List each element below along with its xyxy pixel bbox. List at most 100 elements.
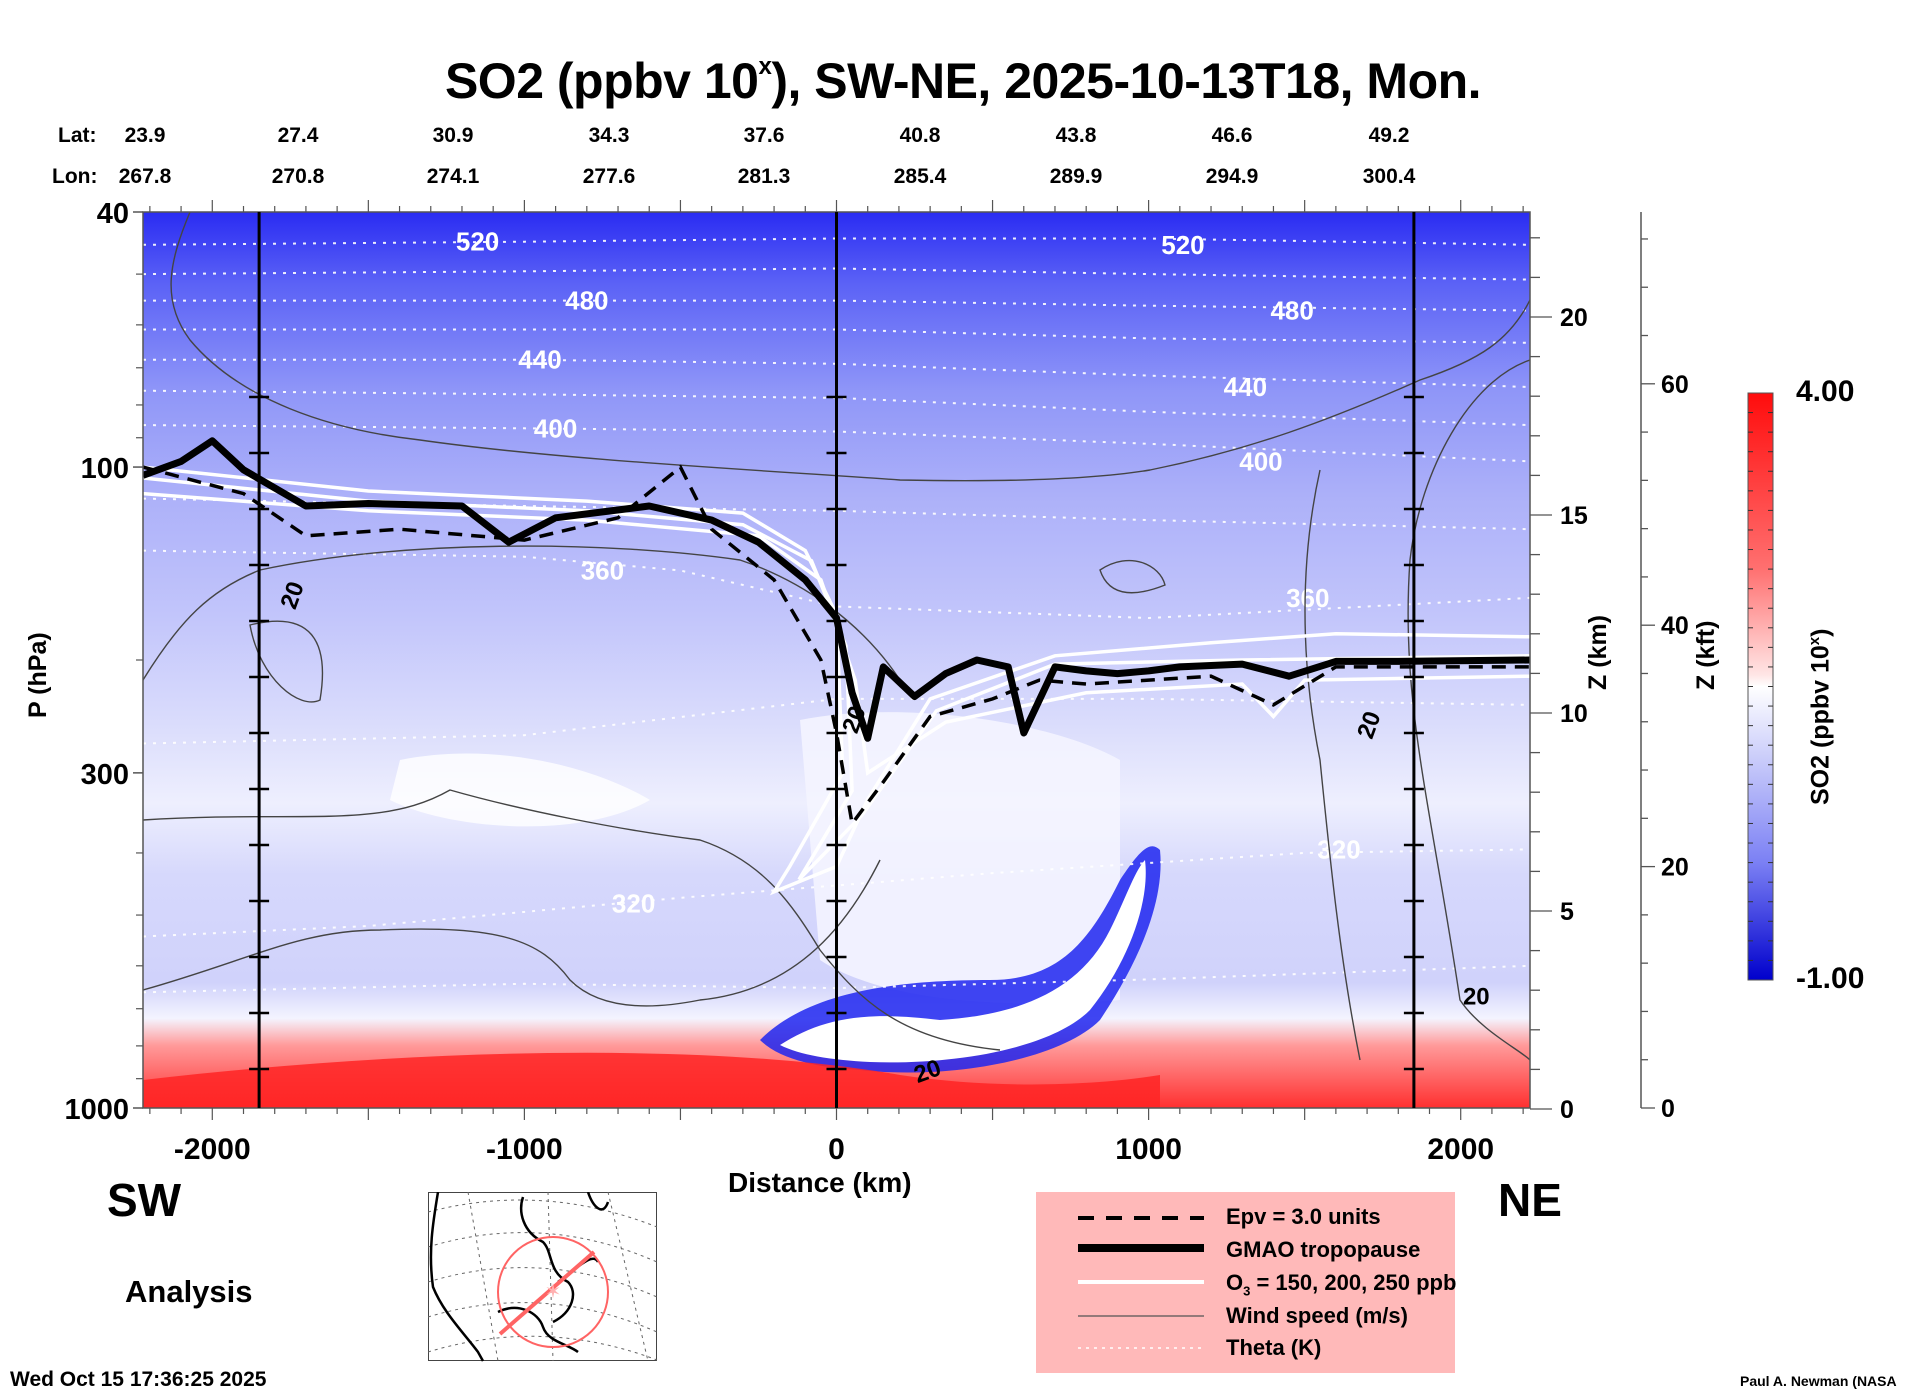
legend-tropopause-label: GMAO tropopause [1226, 1237, 1421, 1262]
wind-contour [1407, 359, 1530, 1061]
theta-label: 320 [612, 889, 655, 919]
theta-contour [143, 848, 1530, 938]
colorbar-label-end: ) [1806, 628, 1835, 637]
wind-contour [143, 859, 881, 1007]
legend-theta-line [1078, 1347, 1204, 1349]
wind-contour [249, 620, 324, 703]
lat-value: 23.9 [124, 124, 166, 147]
theta-contour [143, 267, 1530, 281]
map-graticule [428, 1192, 658, 1362]
legend-wind-label: Wind speed (m/s) [1226, 1303, 1408, 1328]
y-tick-label: 40 [97, 198, 129, 230]
lon-value: 274.1 [426, 165, 480, 188]
y-axis-label: P (hPa) [24, 632, 52, 718]
colorbar-label: SO2 (ppbv 10x) [1806, 629, 1835, 805]
tropopause-path [143, 437, 1530, 742]
x-tick-label: 2000 [1427, 1133, 1494, 1166]
colorbar-min-label: -1.00 [1796, 962, 1865, 995]
theta-label: 400 [534, 413, 577, 443]
ozone-rest: = 150, 200, 250 ppb [1250, 1270, 1457, 1295]
x-tick-label: 1000 [1115, 1133, 1182, 1166]
x-tick-label: -1000 [486, 1133, 563, 1166]
ne-direction-label: NE [1498, 1174, 1562, 1226]
lat-value: 37.6 [743, 124, 785, 147]
colorbar-max-label: 4.00 [1796, 375, 1855, 408]
theta-label: 520 [456, 227, 499, 257]
epv-line [143, 464, 1530, 828]
z-kft-tick-label: 0 [1661, 1095, 1675, 1123]
y-tick-label: 300 [81, 759, 129, 791]
x-axis-label: Distance (km) [728, 1167, 912, 1198]
legend-ozone-line [1078, 1280, 1204, 1284]
z-kft-tick-label: 60 [1661, 371, 1689, 399]
legend: Epv = 3.0 units GMAO tropopause O3 = 150… [1036, 1192, 1456, 1373]
lat-value: 46.6 [1211, 124, 1253, 147]
lon-value: 270.8 [271, 165, 325, 188]
author-credit: Paul A. Newman (NASA [1740, 1373, 1897, 1389]
theta-label: 320 [1317, 834, 1360, 864]
lon-value: 300.4 [1362, 165, 1416, 188]
title-text-rest: ), SW-NE, 2025-10-13T18, Mon. [771, 53, 1482, 109]
map-frame [428, 1192, 657, 1361]
chart-title: SO2 (ppbv 10x), SW-NE, 2025-10-13T18, Mo… [0, 52, 1926, 110]
y-tick-label: 1000 [64, 1094, 129, 1126]
ozone-contour [143, 491, 1530, 776]
theta-label: 520 [1161, 230, 1204, 260]
theta-contour [143, 299, 1530, 312]
theta-label: 400 [1239, 446, 1282, 476]
map-inset: ✶ [428, 1192, 658, 1362]
epv-contour [143, 464, 1530, 828]
colorbar-label-sup: x [1806, 636, 1823, 646]
z-km-axis-label: Z (km) [1584, 615, 1612, 690]
lat-value: 30.9 [432, 124, 474, 147]
title-text: SO2 (ppbv 10 [444, 53, 759, 109]
theta-label: 360 [1286, 583, 1329, 613]
theta-label: 480 [1270, 296, 1313, 326]
lat-row-label: Lat: [58, 124, 97, 147]
sw-direction-label: SW [107, 1174, 182, 1226]
lon-row-label: Lon: [52, 165, 98, 188]
legend-epv-label: Epv = 3.0 units [1226, 1204, 1381, 1229]
z-km-tick-label: 20 [1560, 304, 1588, 332]
axes: 40 100 300 1000 -2000 -1000 0 1000 2000 0 5 10 15 20 0… [64, 198, 1688, 1166]
theta-contour [143, 237, 1530, 246]
legend-theta-label: Theta (K) [1226, 1335, 1322, 1360]
wind-contour [170, 212, 1530, 482]
wind-contour [143, 789, 1001, 1051]
colorbar-label-text: SO2 (ppbv 10 [1806, 645, 1835, 805]
z-kft-axis-label: Z (kft) [1692, 620, 1720, 690]
theta-label: 440 [518, 345, 561, 375]
lon-value: 277.6 [582, 165, 636, 188]
center-star-icon: ✶ [545, 1281, 562, 1303]
so2-white-plume [780, 860, 1146, 1063]
timestamp: Wed Oct 15 17:36:25 2025 [10, 1368, 267, 1391]
so2-surface-high [143, 1052, 1160, 1108]
wind-contour [1304, 469, 1361, 1061]
lon-value: 281.3 [737, 165, 791, 188]
theta-label: 440 [1224, 372, 1267, 402]
x-tick-label: 0 [828, 1133, 845, 1166]
so2-low-patch [800, 712, 1120, 1004]
ozone-sub: 3 [1243, 1283, 1251, 1299]
lat-value: 27.4 [277, 124, 319, 147]
z-km-tick-label: 5 [1560, 898, 1574, 926]
z-km-tick-label: 10 [1560, 700, 1588, 728]
lat-value: 43.8 [1055, 124, 1097, 147]
tropopause-line [143, 437, 1530, 742]
theta-label: 360 [581, 555, 624, 585]
range-circle [497, 1236, 609, 1348]
legend-tropopause-line [1078, 1244, 1204, 1252]
z-km-tick-label: 0 [1560, 1096, 1574, 1124]
z-kft-tick-label: 40 [1661, 612, 1689, 640]
legend-ozone-label: O3 = 150, 200, 250 ppb [1226, 1270, 1456, 1298]
lon-value: 267.8 [118, 165, 172, 188]
theta-contour [143, 328, 1530, 344]
theta-label: 480 [565, 286, 608, 316]
z-kft-tick-label: 20 [1661, 854, 1689, 882]
y-tick-label: 100 [81, 453, 129, 485]
wind-contour [1099, 559, 1166, 594]
ozone-o: O [1226, 1270, 1244, 1295]
so2-white-patch [390, 753, 650, 827]
